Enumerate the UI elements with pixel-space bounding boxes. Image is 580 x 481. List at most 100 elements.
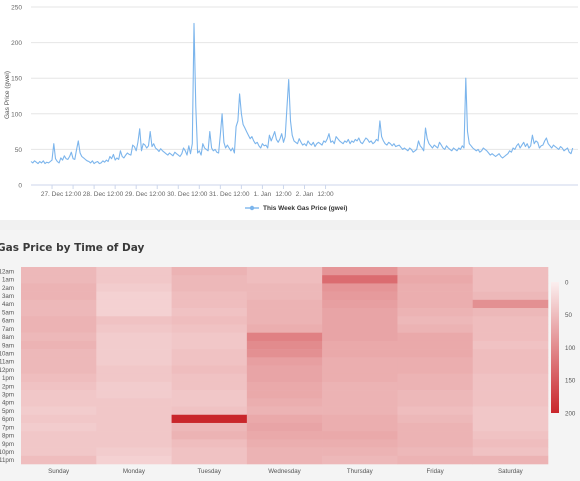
- heatmap-cell[interactable]: [472, 340, 549, 350]
- heatmap-cell[interactable]: [322, 455, 398, 465]
- heatmap-cell[interactable]: [322, 431, 398, 440]
- heatmap-cell[interactable]: [322, 414, 398, 424]
- heatmap-cell[interactable]: [96, 431, 172, 440]
- heatmap-cell[interactable]: [397, 267, 474, 276]
- heatmap-cell[interactable]: [472, 455, 549, 465]
- heatmap-cell[interactable]: [472, 349, 549, 358]
- heatmap-cell[interactable]: [246, 340, 323, 350]
- heatmap-cell[interactable]: [322, 447, 398, 457]
- heatmap-cell[interactable]: [472, 365, 549, 375]
- heatmap-cell[interactable]: [397, 447, 474, 457]
- heatmap-cell[interactable]: [96, 283, 172, 292]
- heatmap-cell[interactable]: [171, 406, 248, 416]
- heatmap-cell[interactable]: [472, 332, 549, 342]
- heatmap-cell[interactable]: [322, 332, 398, 342]
- heatmap-cell[interactable]: [322, 439, 398, 448]
- heatmap-cell[interactable]: [322, 398, 398, 407]
- heatmap-cell[interactable]: [246, 308, 323, 317]
- heatmap-cell[interactable]: [246, 267, 323, 276]
- heatmap-cell[interactable]: [21, 332, 97, 342]
- heatmap-cell[interactable]: [472, 357, 549, 366]
- heatmap-cell[interactable]: [246, 381, 323, 391]
- heatmap-cell[interactable]: [171, 332, 248, 342]
- heatmap-cell[interactable]: [472, 267, 549, 276]
- heatmap-cell[interactable]: [246, 431, 323, 440]
- heatmap-cell[interactable]: [246, 299, 323, 309]
- heatmap-cell[interactable]: [171, 365, 248, 375]
- heatmap-cell[interactable]: [21, 447, 97, 457]
- heatmap-cell[interactable]: [21, 439, 97, 448]
- heatmap-cell[interactable]: [21, 267, 97, 276]
- heatmap-cell[interactable]: [21, 308, 97, 317]
- heatmap-cell[interactable]: [322, 324, 398, 333]
- heatmap-cell[interactable]: [472, 299, 549, 309]
- heatmap-cell[interactable]: [472, 422, 549, 432]
- heatmap-cell[interactable]: [171, 422, 248, 432]
- heatmap-cell[interactable]: [96, 332, 172, 342]
- heatmap-cell[interactable]: [171, 291, 248, 301]
- heatmap-cell[interactable]: [96, 447, 172, 457]
- heatmap-cell[interactable]: [21, 316, 97, 325]
- heatmap-cell[interactable]: [322, 357, 398, 366]
- heatmap-cell[interactable]: [397, 439, 474, 448]
- heatmap-cell[interactable]: [246, 275, 323, 284]
- heatmap-cell[interactable]: [21, 349, 97, 358]
- heatmap-cell[interactable]: [96, 340, 172, 350]
- heatmap-cell[interactable]: [246, 283, 323, 292]
- heatmap-cell[interactable]: [171, 373, 248, 383]
- heatmap-cell[interactable]: [397, 340, 474, 350]
- heatmap-cell[interactable]: [21, 373, 97, 383]
- heatmap-cell[interactable]: [96, 357, 172, 366]
- heatmap-cell[interactable]: [21, 422, 97, 432]
- heatmap-cell[interactable]: [397, 291, 474, 301]
- heatmap-cell[interactable]: [322, 267, 398, 276]
- heatmap-cell[interactable]: [472, 414, 549, 424]
- heatmap-cell[interactable]: [397, 357, 474, 366]
- heatmap-cell[interactable]: [171, 340, 248, 350]
- heatmap-cell[interactable]: [171, 308, 248, 317]
- heatmap-cell[interactable]: [472, 398, 549, 407]
- heatmap-cell[interactable]: [96, 299, 172, 309]
- heatmap-cell[interactable]: [472, 439, 549, 448]
- heatmap-cell[interactable]: [171, 316, 248, 325]
- heatmap-cell[interactable]: [21, 299, 97, 309]
- heatmap-cell[interactable]: [322, 373, 398, 383]
- heatmap-cell[interactable]: [397, 365, 474, 375]
- heatmap-cell[interactable]: [246, 357, 323, 366]
- heatmap-cell[interactable]: [96, 324, 172, 333]
- heatmap-cell[interactable]: [472, 373, 549, 383]
- heatmap-cell[interactable]: [171, 283, 248, 292]
- heatmap-cell[interactable]: [472, 406, 549, 416]
- heatmap-cell[interactable]: [96, 406, 172, 416]
- heatmap-cell[interactable]: [397, 299, 474, 309]
- heatmap-cell[interactable]: [96, 291, 172, 301]
- heatmap-cell[interactable]: [397, 390, 474, 399]
- heatmap-cell[interactable]: [171, 299, 248, 309]
- heatmap-cell[interactable]: [246, 390, 323, 399]
- heatmap-cell[interactable]: [96, 414, 172, 424]
- heatmap-cell[interactable]: [96, 308, 172, 317]
- heatmap-cell[interactable]: [246, 291, 323, 301]
- heatmap-cell[interactable]: [322, 316, 398, 325]
- heatmap-cell[interactable]: [322, 406, 398, 416]
- heatmap-cell[interactable]: [246, 365, 323, 375]
- heatmap-cell[interactable]: [171, 431, 248, 440]
- heatmap-cell[interactable]: [246, 447, 323, 457]
- heatmap-cell[interactable]: [96, 316, 172, 325]
- heatmap-cell[interactable]: [246, 414, 323, 424]
- heatmap-cell[interactable]: [21, 357, 97, 366]
- heatmap-cell[interactable]: [472, 275, 549, 284]
- heatmap-cell[interactable]: [472, 381, 549, 391]
- heatmap-cell[interactable]: [246, 398, 323, 407]
- heatmap-cell[interactable]: [96, 349, 172, 358]
- heatmap-cell[interactable]: [96, 373, 172, 383]
- heatmap-cell[interactable]: [397, 324, 474, 333]
- heatmap-cell[interactable]: [322, 283, 398, 292]
- heatmap-cell[interactable]: [397, 431, 474, 440]
- heatmap-cell[interactable]: [397, 283, 474, 292]
- heatmap-cell[interactable]: [472, 447, 549, 457]
- heatmap-cell[interactable]: [397, 455, 474, 465]
- heatmap-cell[interactable]: [96, 398, 172, 407]
- heatmap-cell[interactable]: [397, 349, 474, 358]
- heatmap-cell[interactable]: [322, 381, 398, 391]
